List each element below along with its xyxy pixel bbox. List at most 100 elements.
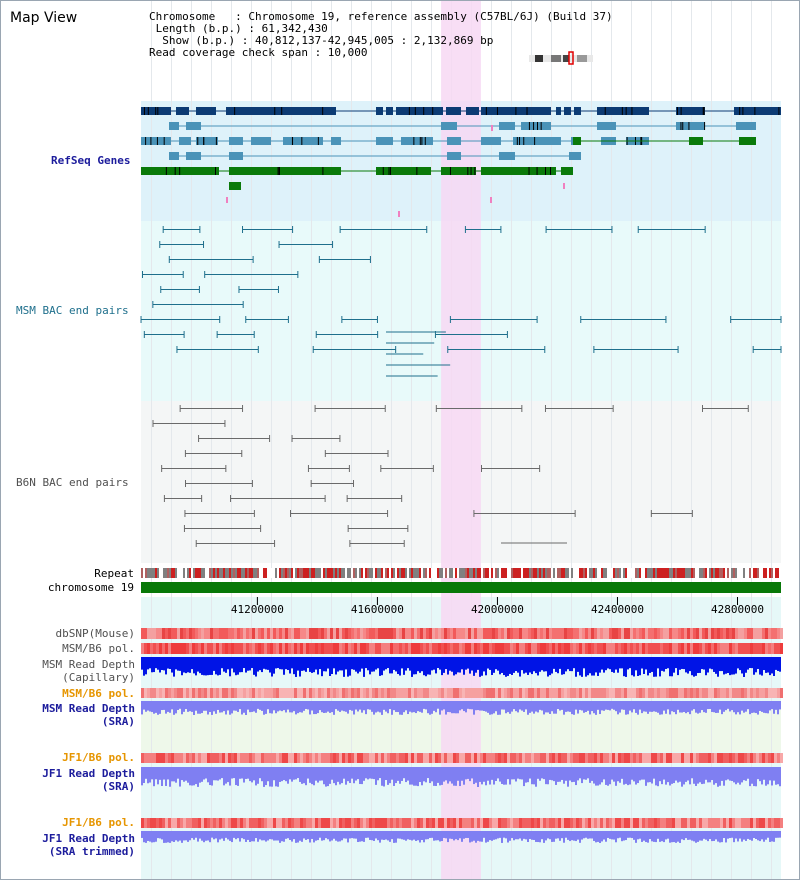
jf1-pol-trimmed-strip: [153, 818, 156, 828]
msm-depth-capillary-bar: [669, 657, 671, 677]
msm-pol-strip: [207, 643, 210, 654]
jf1-depth-trimmed-bar: [595, 831, 597, 843]
jf1-pol-trimmed-strip: [408, 818, 411, 828]
msm-depth-capillary-bar: [611, 657, 613, 672]
repeat-mark: [173, 568, 175, 578]
jf1-depth-sra-bar: [461, 767, 463, 781]
gene-exon: [169, 152, 179, 160]
msm-pol-strip: [267, 643, 270, 654]
msm-pol-sra-strip: [777, 688, 780, 698]
msm-pol-strip: [591, 643, 594, 654]
track-label-refseq[interactable]: RefSeq Genes: [51, 154, 131, 167]
jf1-pol-strip: [501, 753, 504, 763]
msm-depth-capillary-bar: [469, 657, 471, 674]
jf1-depth-trimmed-bar: [435, 831, 437, 841]
msm-depth-capillary-bar: [535, 657, 537, 674]
jf1-depth-sra-bar: [695, 767, 697, 786]
jf1-depth-sra-bar: [517, 767, 519, 779]
jf1-depth-sra-bar: [465, 767, 467, 780]
msm-depth-capillary-bar: [231, 657, 233, 669]
msm-depth-capillary-bar: [463, 657, 465, 675]
msm-depth-sra-bar: [159, 701, 161, 714]
repeat-mark: [735, 568, 737, 578]
track-label-repeat: Repeat: [94, 567, 134, 580]
jf1-pol-trimmed-strip: [471, 818, 474, 828]
msm-depth-sra-bar: [321, 701, 323, 713]
jf1-depth-trimmed-bar: [373, 831, 375, 841]
jf1-pol-strip: [540, 753, 543, 763]
jf1-depth-trimmed-bar: [271, 831, 273, 840]
msm-depth-capillary-bar: [547, 657, 549, 677]
msm-depth-sra-bar: [249, 701, 251, 713]
track-label-msm-bac[interactable]: MSM BAC end pairs: [16, 304, 129, 317]
jf1-depth-trimmed-bar: [745, 831, 747, 841]
msm-pol-sra-strip: [756, 688, 759, 698]
msm-depth-sra-bar: [439, 701, 441, 715]
repeat-mark: [505, 568, 507, 578]
repeat-mark: [745, 568, 747, 578]
dbsnp-strip: [201, 628, 204, 639]
jf1-depth-trimmed-bar: [199, 831, 201, 839]
msm-pol-sra-strip: [747, 688, 750, 698]
jf1-depth-trimmed-bar: [405, 831, 407, 841]
msm-depth-sra-bar: [497, 701, 499, 715]
msm-depth-sra-bar: [655, 701, 657, 712]
msm-depth-capillary-bar: [459, 657, 461, 673]
dbsnp-strip: [294, 628, 297, 639]
repeat-mark: [589, 568, 591, 578]
jf1-depth-sra-bar: [195, 767, 197, 785]
repeat-mark: [779, 568, 781, 578]
repeat-mark: [241, 568, 243, 578]
jf1-depth-sra-bar: [327, 767, 329, 787]
msm-depth-capillary-bar: [237, 657, 239, 675]
msm-depth-sra-bar: [489, 701, 491, 715]
repeat-mark: [197, 568, 199, 578]
msm-pol-sra-strip: [630, 688, 633, 698]
msm-pol-strip: [258, 643, 261, 654]
dbsnp-strip: [648, 628, 651, 639]
msm-depth-sra-bar: [191, 701, 193, 712]
msm-depth-capillary-bar: [593, 657, 595, 676]
msm-pol-sra-strip: [426, 688, 429, 698]
msm-depth-sra-bar: [501, 701, 503, 710]
jf1-depth-sra-bar: [689, 767, 691, 785]
jf1-pol-strip: [756, 753, 759, 763]
msm-depth-sra-bar: [213, 701, 215, 712]
repeat-mark: [477, 568, 479, 578]
dbsnp-strip: [507, 628, 510, 639]
msm-depth-capillary-bar: [263, 657, 265, 669]
repeat-mark: [339, 568, 341, 578]
jf1-depth-trimmed-bar: [769, 831, 771, 842]
jf1-depth-trimmed-bar: [411, 831, 413, 841]
dbsnp-strip: [237, 628, 240, 639]
msm-depth-sra-bar: [505, 701, 507, 714]
jf1-depth-trimmed-bar: [261, 831, 263, 841]
jf1-depth-trimmed-bar: [529, 831, 531, 839]
jf1-pol-strip: [366, 753, 369, 763]
jf1-depth-trimmed-bar: [311, 831, 313, 839]
jf1-depth-sra-bar: [169, 767, 171, 787]
dbsnp-strip: [357, 628, 360, 639]
msm-pol-sra-strip: [612, 688, 615, 698]
jf1-depth-trimmed-bar: [733, 831, 735, 843]
repeat-mark: [305, 568, 307, 578]
msm-pol-strip: [570, 643, 573, 654]
dbsnp-strip: [468, 628, 471, 639]
jf1-depth-sra-bar: [581, 767, 583, 784]
msm-pol-sra-strip: [318, 688, 321, 698]
msm-pol-strip: [315, 643, 318, 654]
msm-depth-capillary-bar: [649, 657, 651, 673]
jf1-depth-sra-bar: [403, 767, 405, 779]
gene-exon: [376, 137, 393, 145]
repeat-mark: [765, 568, 767, 578]
jf1-pol-trimmed-strip: [366, 818, 369, 828]
msm-depth-sra-bar: [203, 701, 205, 711]
jf1-pol-strip: [297, 753, 300, 763]
track-label-b6n-bac[interactable]: B6N BAC end pairs: [16, 476, 129, 489]
msm-pol-sra-strip: [324, 688, 327, 698]
msm-pol-strip: [600, 643, 603, 654]
msm-depth-sra-bar: [725, 701, 727, 711]
jf1-pol-trimmed-strip: [186, 818, 189, 828]
gene-exon: [196, 107, 216, 115]
